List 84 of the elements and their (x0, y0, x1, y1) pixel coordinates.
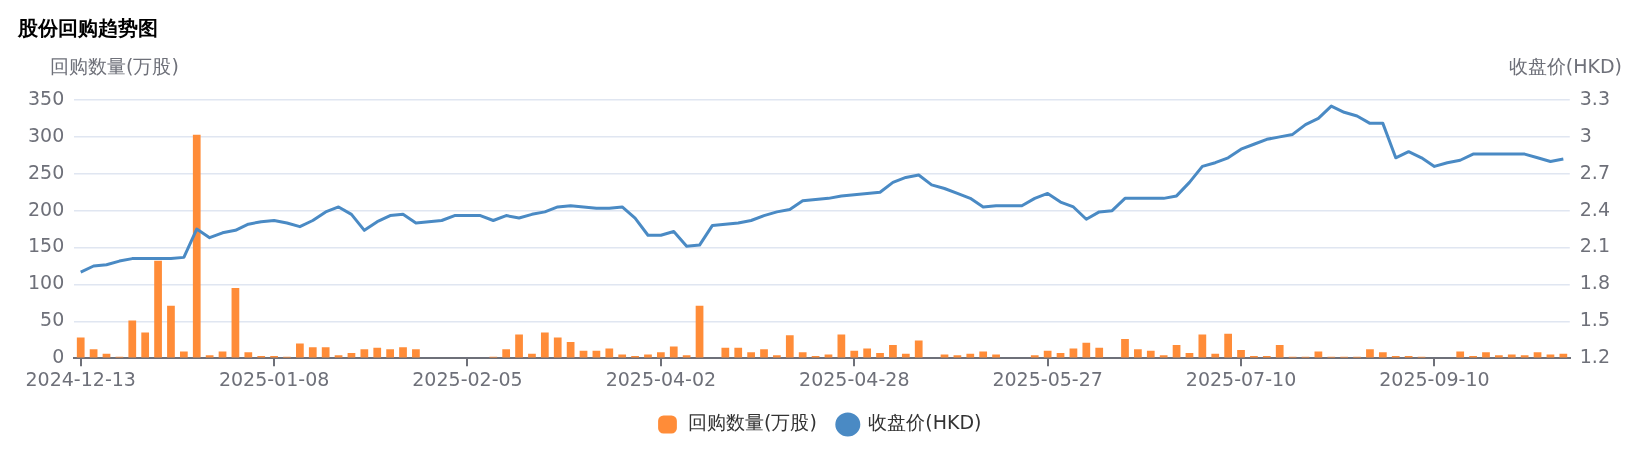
legend-label: 收盘价(HKD) (868, 411, 982, 434)
bar (1082, 342, 1091, 358)
y2-tick-label: 1.8 (1579, 271, 1610, 294)
bar (773, 355, 781, 358)
y2-tick-label: 3.3 (1579, 86, 1610, 109)
bar (1237, 350, 1245, 358)
bar (502, 349, 511, 358)
bar (1030, 355, 1039, 358)
x-tick-label: 2025-04-28 (799, 367, 910, 390)
bar (1482, 352, 1490, 358)
bar (1495, 355, 1503, 358)
bar (308, 347, 317, 358)
bar (721, 347, 730, 358)
bar (734, 347, 743, 358)
x-tick-label: 2024-12-13 (25, 367, 136, 390)
bar (244, 352, 253, 358)
bar (321, 347, 330, 358)
bar (1198, 334, 1207, 358)
y-tick-label: 250 (28, 160, 65, 183)
bar (373, 347, 382, 358)
chart-title: 股份回购趋势图 (17, 16, 158, 41)
y2-axis-title: 收盘价(HKD) (1508, 55, 1622, 78)
bar (876, 353, 884, 358)
bar (1224, 333, 1232, 358)
bar (1121, 339, 1129, 358)
bar (1275, 344, 1284, 358)
bar (553, 337, 562, 358)
bar (1134, 349, 1142, 358)
legend-label: 回购数量(万股) (687, 411, 817, 434)
bar (360, 349, 369, 358)
bar (386, 349, 394, 358)
bar (141, 332, 150, 358)
x-tick-label: 2025-07-10 (1185, 367, 1297, 390)
bar (167, 305, 175, 358)
bar (657, 352, 665, 358)
bar (682, 355, 691, 358)
bar (747, 352, 755, 358)
y2-tick-label: 2.7 (1579, 160, 1610, 183)
y2-tick-label: 2.4 (1579, 197, 1610, 220)
bar (192, 134, 201, 358)
bar (785, 335, 794, 358)
bar (605, 348, 614, 358)
bar (889, 344, 897, 358)
bar (296, 343, 304, 358)
bar (863, 348, 872, 358)
bar (154, 260, 162, 358)
bar (412, 349, 420, 358)
bar (1043, 350, 1052, 358)
y2-tick-label: 1.2 (1579, 345, 1610, 368)
bar (1366, 349, 1374, 358)
y-tick-label: 300 (28, 123, 65, 146)
x-tick-label: 2025-05-27 (992, 367, 1103, 390)
y2-tick-label: 2.1 (1579, 234, 1610, 257)
y-axis-title: 回购数量(万股) (50, 55, 179, 78)
bar (540, 332, 549, 358)
bar (1378, 352, 1387, 358)
bar (837, 334, 846, 358)
bar (515, 334, 523, 358)
bar (798, 352, 807, 358)
bar (1095, 347, 1104, 358)
x-tick-label: 2025-01-08 (218, 367, 330, 390)
bar (1520, 355, 1529, 358)
bar (669, 346, 678, 358)
x-tick-label: 2025-04-02 (605, 367, 717, 390)
x-tick-label: 2025-02-05 (412, 367, 523, 390)
bar (850, 350, 859, 358)
y-tick-label: 50 (40, 308, 65, 331)
y-tick-label: 100 (28, 271, 65, 294)
y2-tick-label: 1.5 (1579, 308, 1610, 331)
bar (914, 340, 923, 358)
y2-tick-label: 3 (1579, 123, 1592, 146)
bar (1159, 355, 1168, 358)
y-tick-label: 150 (28, 234, 65, 257)
x-tick-label: 2025-09-10 (1379, 367, 1490, 390)
bar (1146, 350, 1155, 358)
y-tick-label: 200 (28, 197, 65, 220)
bar (128, 320, 137, 358)
bar (231, 288, 240, 358)
y-tick-label: 350 (28, 86, 65, 109)
bar (205, 355, 214, 358)
bar (760, 349, 768, 358)
y-tick-label: 0 (52, 345, 65, 368)
bar (399, 347, 407, 358)
bar (76, 337, 85, 358)
